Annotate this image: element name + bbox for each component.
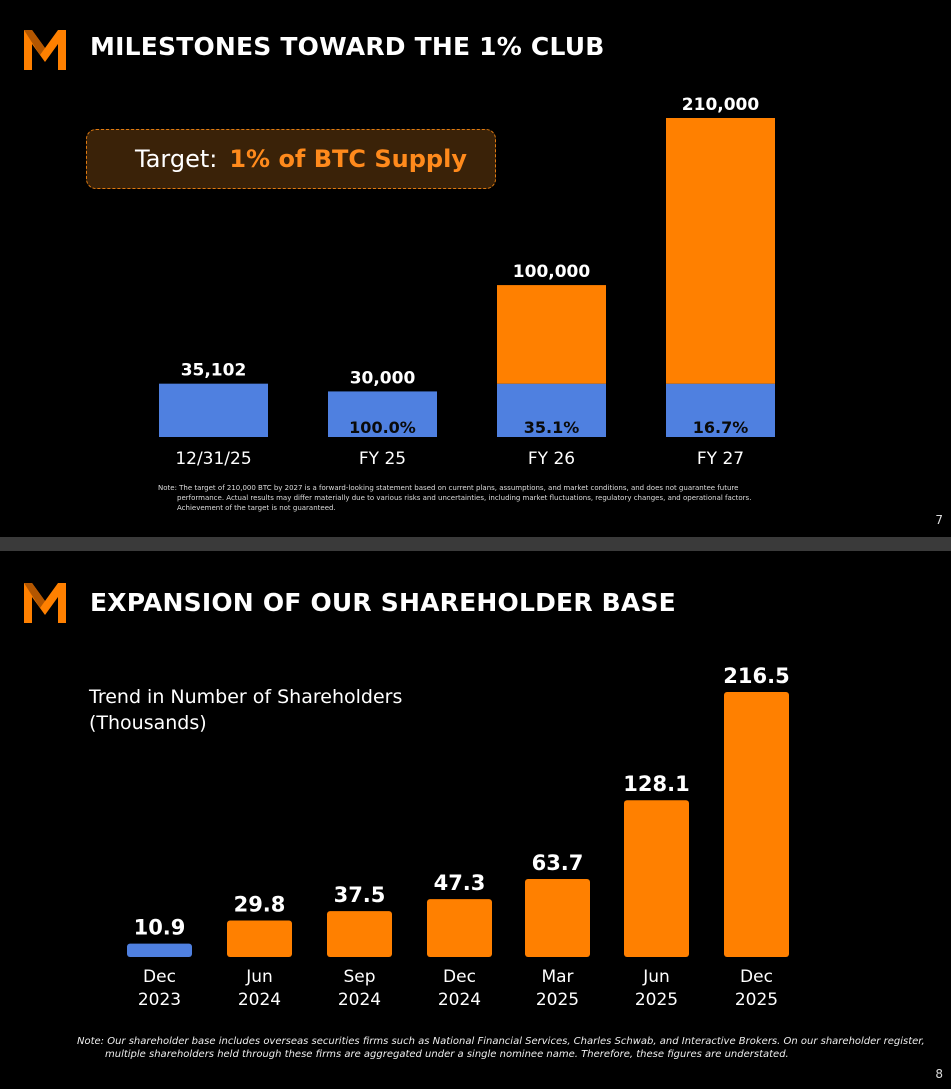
x-tick-label: Dec	[143, 967, 176, 987]
page-number: 7	[935, 513, 943, 527]
x-tick-label: Jun	[642, 967, 670, 987]
note-line: Note: The target of 210,000 BTC by 2027 …	[158, 484, 739, 492]
bar-segment-current	[159, 383, 268, 437]
m-logo-icon	[24, 30, 66, 70]
slide-divider	[0, 537, 951, 551]
x-tick-label: Dec	[443, 967, 476, 987]
x-tick-label: 2023	[138, 990, 181, 1010]
x-tick-label: FY 25	[359, 449, 406, 469]
page-title: EXPANSION OF OUR SHAREHOLDER BASE	[90, 588, 676, 617]
x-tick-label: Mar	[541, 967, 573, 987]
bar-segment-current	[666, 383, 775, 437]
note-line: multiple shareholders held through these…	[105, 1049, 789, 1060]
target-label: Target:	[135, 145, 218, 173]
bar	[427, 899, 492, 957]
x-tick-label: 2025	[536, 990, 579, 1010]
bar	[525, 879, 590, 957]
shareholders-chart: 10.9 Dec 2023 29.8 Jun 2024 37.5 Sep 2024 47.3 Dec…	[127, 664, 790, 1010]
chart-subtitle: Trend in Number of Shareholders (Thousan…	[89, 684, 402, 736]
x-tick-label: Sep	[343, 967, 375, 987]
bar-value-label: 216.5	[723, 664, 789, 688]
x-tick-label: 2025	[635, 990, 678, 1010]
x-tick-label: 2024	[438, 990, 481, 1010]
page-title: MILESTONES TOWARD THE 1% CLUB	[90, 32, 605, 61]
subtitle-line: (Thousands)	[89, 712, 207, 734]
bar-value-label: 37.5	[334, 883, 386, 907]
bar	[327, 911, 392, 957]
bar-segment-current	[497, 383, 606, 437]
bar-total-label: 35,102	[181, 361, 247, 381]
note-line: performance. Actual results may differ m…	[177, 494, 752, 502]
disclaimer-note: Note: Our shareholder base includes over…	[77, 1035, 925, 1061]
bar	[127, 943, 192, 957]
target-callout: Target: 1% of BTC Supply	[86, 129, 496, 189]
bar	[624, 800, 689, 957]
bar-value-label: 29.8	[234, 893, 286, 917]
page-number: 8	[935, 1067, 943, 1081]
bar	[227, 920, 292, 957]
note-line: Achievement of the target is not guarant…	[177, 504, 336, 512]
m-logo-icon	[24, 583, 66, 623]
bar-value-label: 47.3	[434, 871, 486, 895]
x-tick-label: Jun	[245, 967, 273, 987]
bar	[724, 692, 789, 957]
bar-total-label: 210,000	[682, 95, 760, 115]
disclaimer-note: Note: The target of 210,000 BTC by 2027 …	[158, 483, 751, 513]
subtitle-line: Trend in Number of Shareholders	[89, 686, 403, 708]
milestones-chart: 35,102 12/31/25 30,000 100.0% FY 25 100,000 35…	[159, 95, 775, 469]
bar-percent-label: 100.0%	[349, 418, 416, 437]
bar-value-label: 128.1	[623, 772, 689, 796]
bar-total-label: 100,000	[513, 262, 591, 282]
x-tick-label: FY 27	[697, 449, 744, 469]
note-line: Note: Our shareholder base includes over…	[77, 1036, 925, 1047]
bar-percent-label: 16.7%	[693, 418, 749, 437]
bar-value-label: 63.7	[532, 851, 584, 875]
bar-total-label: 30,000	[350, 368, 416, 388]
bar-segment-current	[328, 391, 437, 437]
x-tick-label: Dec	[740, 967, 773, 987]
x-tick-label: 12/31/25	[175, 449, 251, 469]
bar-segment-remaining	[666, 118, 775, 384]
slide-milestones: MILESTONES TOWARD THE 1% CLUB Target: 1%…	[0, 0, 951, 537]
x-tick-label: 2024	[338, 990, 381, 1010]
x-tick-label: FY 26	[528, 449, 575, 469]
bar-segment-remaining	[497, 285, 606, 384]
slide-shareholders: EXPANSION OF OUR SHAREHOLDER BASE Trend …	[0, 551, 951, 1089]
bar-value-label: 10.9	[134, 916, 186, 940]
x-tick-label: 2025	[735, 990, 778, 1010]
x-tick-label: 2024	[238, 990, 281, 1010]
bar-percent-label: 35.1%	[524, 418, 580, 437]
target-value: 1% of BTC Supply	[229, 145, 467, 173]
